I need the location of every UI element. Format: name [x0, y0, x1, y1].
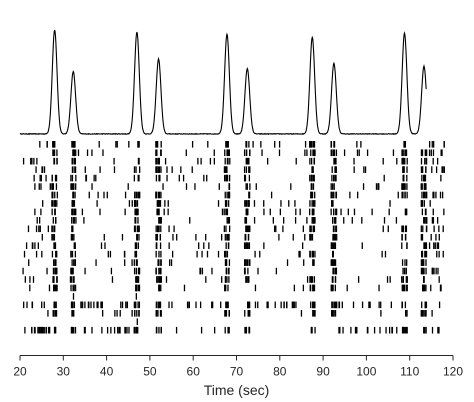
x-tick-label: 20 — [13, 365, 27, 379]
x-tick-label: 60 — [187, 365, 201, 379]
spike-raster — [22, 141, 445, 334]
x-axis-ticks: 20 30 40 50 60 70 80 90 100 110 120 — [13, 355, 463, 379]
x-axis-title: Time (sec) — [204, 382, 270, 398]
x-tick-label: 90 — [316, 365, 330, 379]
x-tick-label: 50 — [143, 365, 157, 379]
x-tick-label: 40 — [100, 365, 114, 379]
population-trace-line — [19, 29, 427, 136]
x-tick-label: 110 — [400, 365, 419, 379]
x-tick-label: 120 — [443, 365, 463, 379]
x-tick-label: 100 — [356, 365, 376, 379]
population-trace — [19, 29, 427, 136]
x-tick-label: 70 — [230, 365, 244, 379]
x-tick-label: 30 — [57, 365, 71, 379]
x-tick-label: 80 — [273, 365, 287, 379]
